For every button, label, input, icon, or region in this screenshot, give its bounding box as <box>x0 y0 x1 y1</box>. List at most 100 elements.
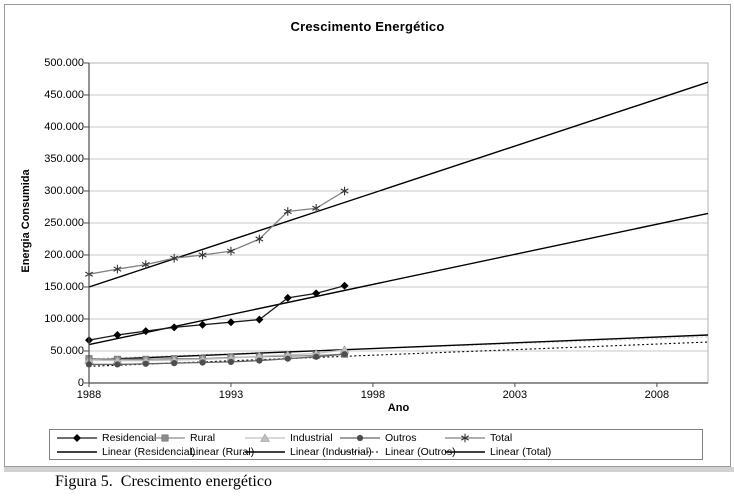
diamond-marker <box>141 327 150 336</box>
diamond-marker <box>283 293 292 302</box>
legend-item-linear-residencial: Linear (Residencial) <box>57 445 195 459</box>
y-tick-label: 150.000 <box>44 281 84 293</box>
y-tick-label: 400.000 <box>44 121 84 133</box>
series-line <box>88 349 345 362</box>
circle-marker <box>199 359 206 366</box>
chart-figure: Crescimento Energético Energia Consumida… <box>4 4 731 467</box>
circle-marker <box>341 351 348 358</box>
axes <box>84 62 708 387</box>
series-line <box>88 285 345 341</box>
asterisk-marker <box>141 260 150 269</box>
chart-plot <box>84 62 709 387</box>
asterisk-marker <box>226 246 235 256</box>
y-tick-label: 200.000 <box>44 249 84 261</box>
legend-sample-outros <box>340 434 380 442</box>
square-marker <box>161 434 169 442</box>
circle-marker <box>227 358 235 365</box>
circle-marker <box>142 360 149 367</box>
figure-shadow <box>4 467 734 472</box>
legend-label: Industrial <box>290 432 333 444</box>
asterisk-marker <box>340 186 349 196</box>
legend-item-linear-rural: Linear (Rural) <box>145 445 254 459</box>
circle-marker <box>313 353 320 360</box>
asterisk-marker <box>113 264 122 274</box>
legend-label: Rural <box>190 432 216 444</box>
x-tick-label: 1988 <box>76 389 102 401</box>
x-axis-title: Ano <box>387 402 410 414</box>
x-tick-label: 1998 <box>360 389 386 401</box>
asterisk-marker <box>312 203 321 213</box>
diamond-marker <box>170 323 179 332</box>
chart-title: Crescimento Energético <box>290 19 445 34</box>
legend-sample-linear-total <box>445 451 485 453</box>
asterisk-marker <box>170 253 179 263</box>
series-line <box>88 190 345 275</box>
legend-item-industrial: Industrial <box>245 431 333 445</box>
y-tick-label: 100.000 <box>44 313 84 325</box>
trendline-linear-industrial <box>88 334 709 361</box>
circle-marker <box>171 360 178 367</box>
legend-label: Residencial <box>102 432 157 444</box>
legend-label: Linear (Industrial) <box>290 446 372 458</box>
trendlines <box>88 81 709 367</box>
asterisk-marker <box>283 207 292 216</box>
asterisk-marker <box>198 250 207 260</box>
legend-sample-linear-rural <box>145 451 185 453</box>
y-tick-label: 250.000 <box>44 217 84 229</box>
legend-label: Linear (Total) <box>490 446 552 458</box>
y-tick-label: 50.000 <box>50 345 84 357</box>
diamond-marker <box>255 315 264 324</box>
legend-label: Outros <box>385 432 417 444</box>
x-tick-label: 2003 <box>502 389 528 401</box>
asterisk-marker <box>255 234 264 244</box>
series-outros <box>85 351 348 368</box>
legend-item-rural: Rural <box>145 431 215 445</box>
legend-item-residencial: Residencial <box>57 431 156 445</box>
legend-item-linear-outros: Linear (Outros) <box>340 445 456 459</box>
legend-label: Total <box>490 432 513 444</box>
legend-item-linear-industrial: Linear (Industrial) <box>245 445 372 459</box>
circle-marker <box>356 434 364 442</box>
asterisk-marker <box>461 433 469 443</box>
x-tick-label: 1993 <box>218 389 244 401</box>
circle-marker <box>114 361 121 368</box>
gridlines <box>89 62 708 352</box>
diamond-marker <box>312 289 321 298</box>
legend-label: Linear (Rural) <box>190 446 255 458</box>
y-tick-label: 350.000 <box>44 153 84 165</box>
y-tick-label: 500.000 <box>44 57 84 69</box>
circle-marker <box>284 355 291 362</box>
x-tick-label: 2008 <box>644 389 670 401</box>
y-tick-label: 0 <box>77 377 84 389</box>
series-total <box>85 186 349 279</box>
legend-row-trendlines: Linear (Residencial) Linear (Rural) Linear… <box>50 445 702 459</box>
legend-item-linear-total: Linear (Total) <box>445 445 551 459</box>
diamond-marker <box>73 434 81 442</box>
trendline-linear-total <box>88 81 709 288</box>
legend-label: Linear (Residencial) <box>102 446 196 458</box>
legend-item-outros: Outros <box>340 431 417 445</box>
legend-row-series: Residencial Rural Industrial Outros Total <box>50 431 702 445</box>
y-tick-label: 300.000 <box>44 185 84 197</box>
legend-item-total: Total <box>445 431 512 445</box>
trendline-linear-residencial <box>88 212 709 346</box>
diamond-marker <box>198 320 207 329</box>
legend-sample-industrial <box>245 433 285 442</box>
chart-legend: Residencial Rural Industrial Outros Total Li… <box>49 429 703 460</box>
legend-label: Linear (Outros) <box>385 446 456 458</box>
diamond-marker <box>113 331 122 339</box>
figure-caption: Figura 5. Crescimento energético <box>55 473 272 490</box>
y-tick-label: 450.000 <box>44 89 84 101</box>
diamond-marker <box>226 318 235 327</box>
series-line <box>89 353 345 366</box>
diamond-marker <box>340 281 349 290</box>
circle-marker <box>256 357 263 364</box>
legend-sample-total <box>445 433 485 443</box>
legend-sample-rural <box>145 434 185 442</box>
series-residencial <box>85 281 349 345</box>
legend-sample-linear-residencial <box>57 451 97 453</box>
legend-sample-linear-industrial <box>245 451 285 453</box>
triangle-marker <box>260 433 270 442</box>
legend-sample-linear-outros <box>340 451 380 453</box>
